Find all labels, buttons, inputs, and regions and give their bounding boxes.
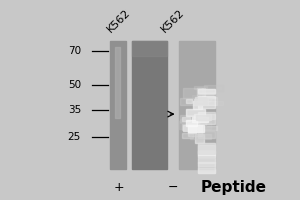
Bar	[192, 116, 202, 120]
Text: −: −	[167, 181, 178, 194]
Bar	[198, 96, 214, 108]
Bar	[197, 89, 217, 93]
Bar	[190, 134, 211, 139]
Bar	[198, 120, 206, 126]
Bar	[192, 117, 208, 122]
Bar	[190, 122, 211, 129]
Bar	[110, 41, 126, 169]
Text: K562: K562	[159, 7, 186, 34]
Bar	[187, 116, 193, 122]
Bar	[194, 99, 208, 105]
Bar	[198, 126, 218, 130]
Bar	[188, 120, 195, 126]
Bar	[198, 112, 214, 124]
Bar	[190, 127, 200, 132]
Bar	[198, 168, 214, 173]
Bar	[178, 41, 214, 169]
Bar	[196, 115, 210, 120]
Bar	[186, 120, 197, 126]
Bar	[183, 125, 202, 131]
Bar	[199, 97, 217, 105]
Bar	[198, 154, 214, 163]
Bar	[198, 143, 214, 154]
Bar	[198, 158, 214, 166]
Text: K562: K562	[105, 7, 132, 34]
Bar	[204, 94, 213, 98]
Bar	[198, 131, 214, 138]
Bar	[194, 101, 202, 109]
Text: +: +	[113, 181, 124, 194]
Bar	[132, 41, 166, 56]
Bar	[198, 145, 214, 155]
Bar	[188, 125, 204, 132]
Bar	[182, 117, 190, 121]
Bar	[193, 95, 211, 101]
Bar	[179, 121, 197, 129]
Bar	[198, 162, 214, 173]
Bar	[203, 85, 223, 91]
Bar	[195, 134, 204, 143]
Text: 35: 35	[68, 105, 81, 115]
Bar	[194, 86, 207, 89]
Bar	[198, 150, 214, 157]
Bar	[188, 131, 202, 136]
Bar	[182, 133, 193, 138]
Bar	[182, 124, 199, 130]
Bar	[195, 97, 206, 104]
Bar	[188, 122, 199, 129]
Bar	[186, 109, 206, 116]
Bar	[197, 88, 205, 97]
Text: 70: 70	[68, 46, 81, 56]
Bar	[198, 89, 214, 94]
Bar	[180, 98, 200, 105]
Bar	[183, 88, 201, 98]
Text: 25: 25	[68, 132, 81, 142]
Bar	[180, 119, 195, 122]
Bar	[198, 151, 214, 157]
Bar	[198, 143, 214, 153]
Bar	[180, 115, 200, 123]
Text: Peptide: Peptide	[201, 180, 267, 195]
Bar	[194, 114, 211, 120]
Bar	[188, 126, 197, 133]
Bar	[206, 92, 216, 98]
Bar	[198, 89, 212, 98]
Text: 50: 50	[68, 80, 81, 90]
Bar	[185, 99, 192, 103]
Bar	[198, 114, 214, 119]
Bar	[203, 101, 223, 105]
Bar	[190, 129, 197, 136]
Bar	[115, 47, 120, 118]
Bar	[198, 89, 214, 93]
Bar	[132, 41, 166, 169]
